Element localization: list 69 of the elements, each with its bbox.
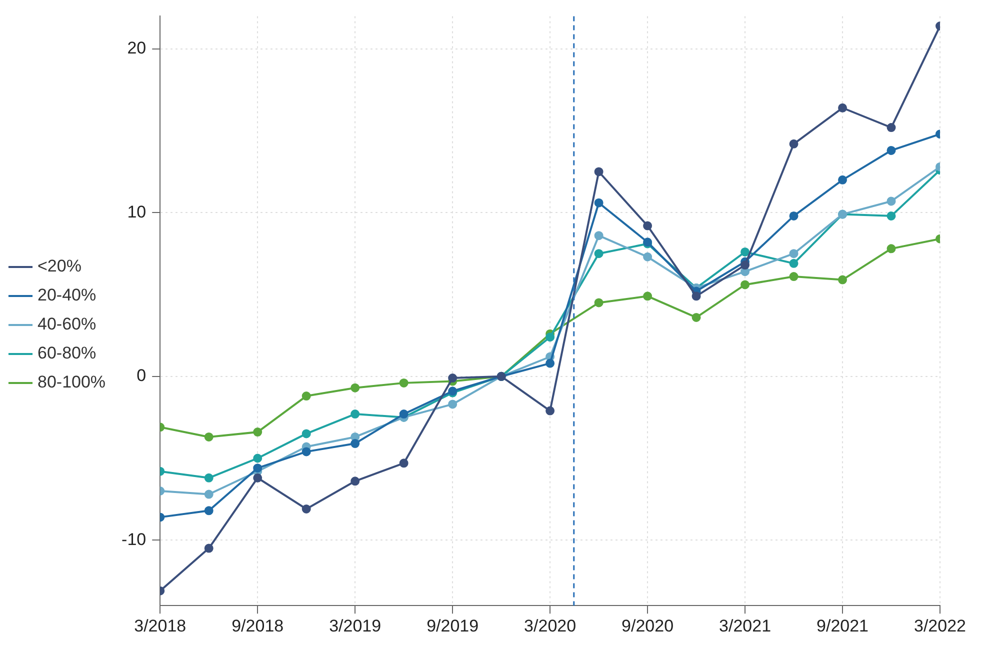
point	[253, 428, 262, 437]
point	[643, 221, 652, 230]
point	[302, 429, 311, 438]
point	[643, 292, 652, 301]
point	[399, 458, 408, 468]
point	[204, 544, 214, 553]
point	[886, 196, 896, 206]
point	[594, 167, 604, 176]
point	[886, 244, 896, 254]
x-tick-label: 3/2021	[719, 616, 772, 636]
point	[740, 280, 750, 290]
y-tick-label: 20	[127, 38, 146, 58]
point	[546, 406, 555, 416]
legend-label: 80-100%	[38, 372, 106, 392]
point	[302, 392, 311, 401]
point	[594, 298, 604, 308]
point	[594, 249, 604, 258]
legend-label: 20-40%	[38, 286, 96, 305]
point	[886, 146, 896, 155]
y-tick-label: 0	[136, 366, 146, 386]
point	[204, 432, 214, 442]
x-tick-label: 3/2018	[134, 616, 186, 636]
legend-label: <20%	[38, 256, 82, 276]
point	[789, 272, 798, 282]
point	[838, 275, 848, 284]
point	[643, 252, 652, 262]
x-tick-label: 9/2020	[622, 616, 674, 636]
point	[350, 439, 360, 448]
point	[204, 490, 214, 499]
point	[838, 103, 848, 112]
point	[546, 332, 555, 342]
point	[789, 139, 798, 148]
point	[253, 454, 262, 463]
point	[302, 504, 311, 514]
point	[448, 374, 458, 383]
point	[253, 464, 262, 473]
point	[594, 231, 604, 240]
point	[350, 410, 360, 419]
point	[838, 175, 848, 184]
point	[886, 123, 896, 132]
x-tick-label: 9/2018	[232, 616, 284, 636]
point	[886, 211, 896, 220]
x-tick-label: 3/2022	[914, 616, 966, 636]
x-tick-label: 9/2021	[816, 616, 869, 636]
point	[789, 249, 798, 258]
point	[740, 260, 750, 270]
point	[399, 378, 408, 388]
point	[302, 447, 311, 456]
point	[692, 312, 701, 322]
point	[350, 383, 360, 392]
point	[546, 358, 555, 368]
point	[204, 506, 214, 516]
legend-label: 60-80%	[38, 344, 96, 363]
point	[740, 247, 750, 256]
point	[789, 258, 798, 268]
point	[399, 410, 408, 419]
legend-label: 40-60%	[38, 314, 96, 334]
x-tick-label: 9/2019	[426, 616, 479, 636]
point	[204, 473, 214, 482]
x-tick-label: 3/2020	[524, 616, 576, 636]
y-tick-label: -10	[122, 530, 146, 549]
point	[253, 473, 262, 482]
point	[789, 211, 798, 220]
point	[448, 400, 458, 409]
point	[594, 198, 604, 208]
point	[350, 476, 360, 486]
y-tick-label: 10	[127, 202, 146, 222]
point	[692, 292, 701, 301]
x-tick-label: 3/2019	[329, 616, 382, 636]
